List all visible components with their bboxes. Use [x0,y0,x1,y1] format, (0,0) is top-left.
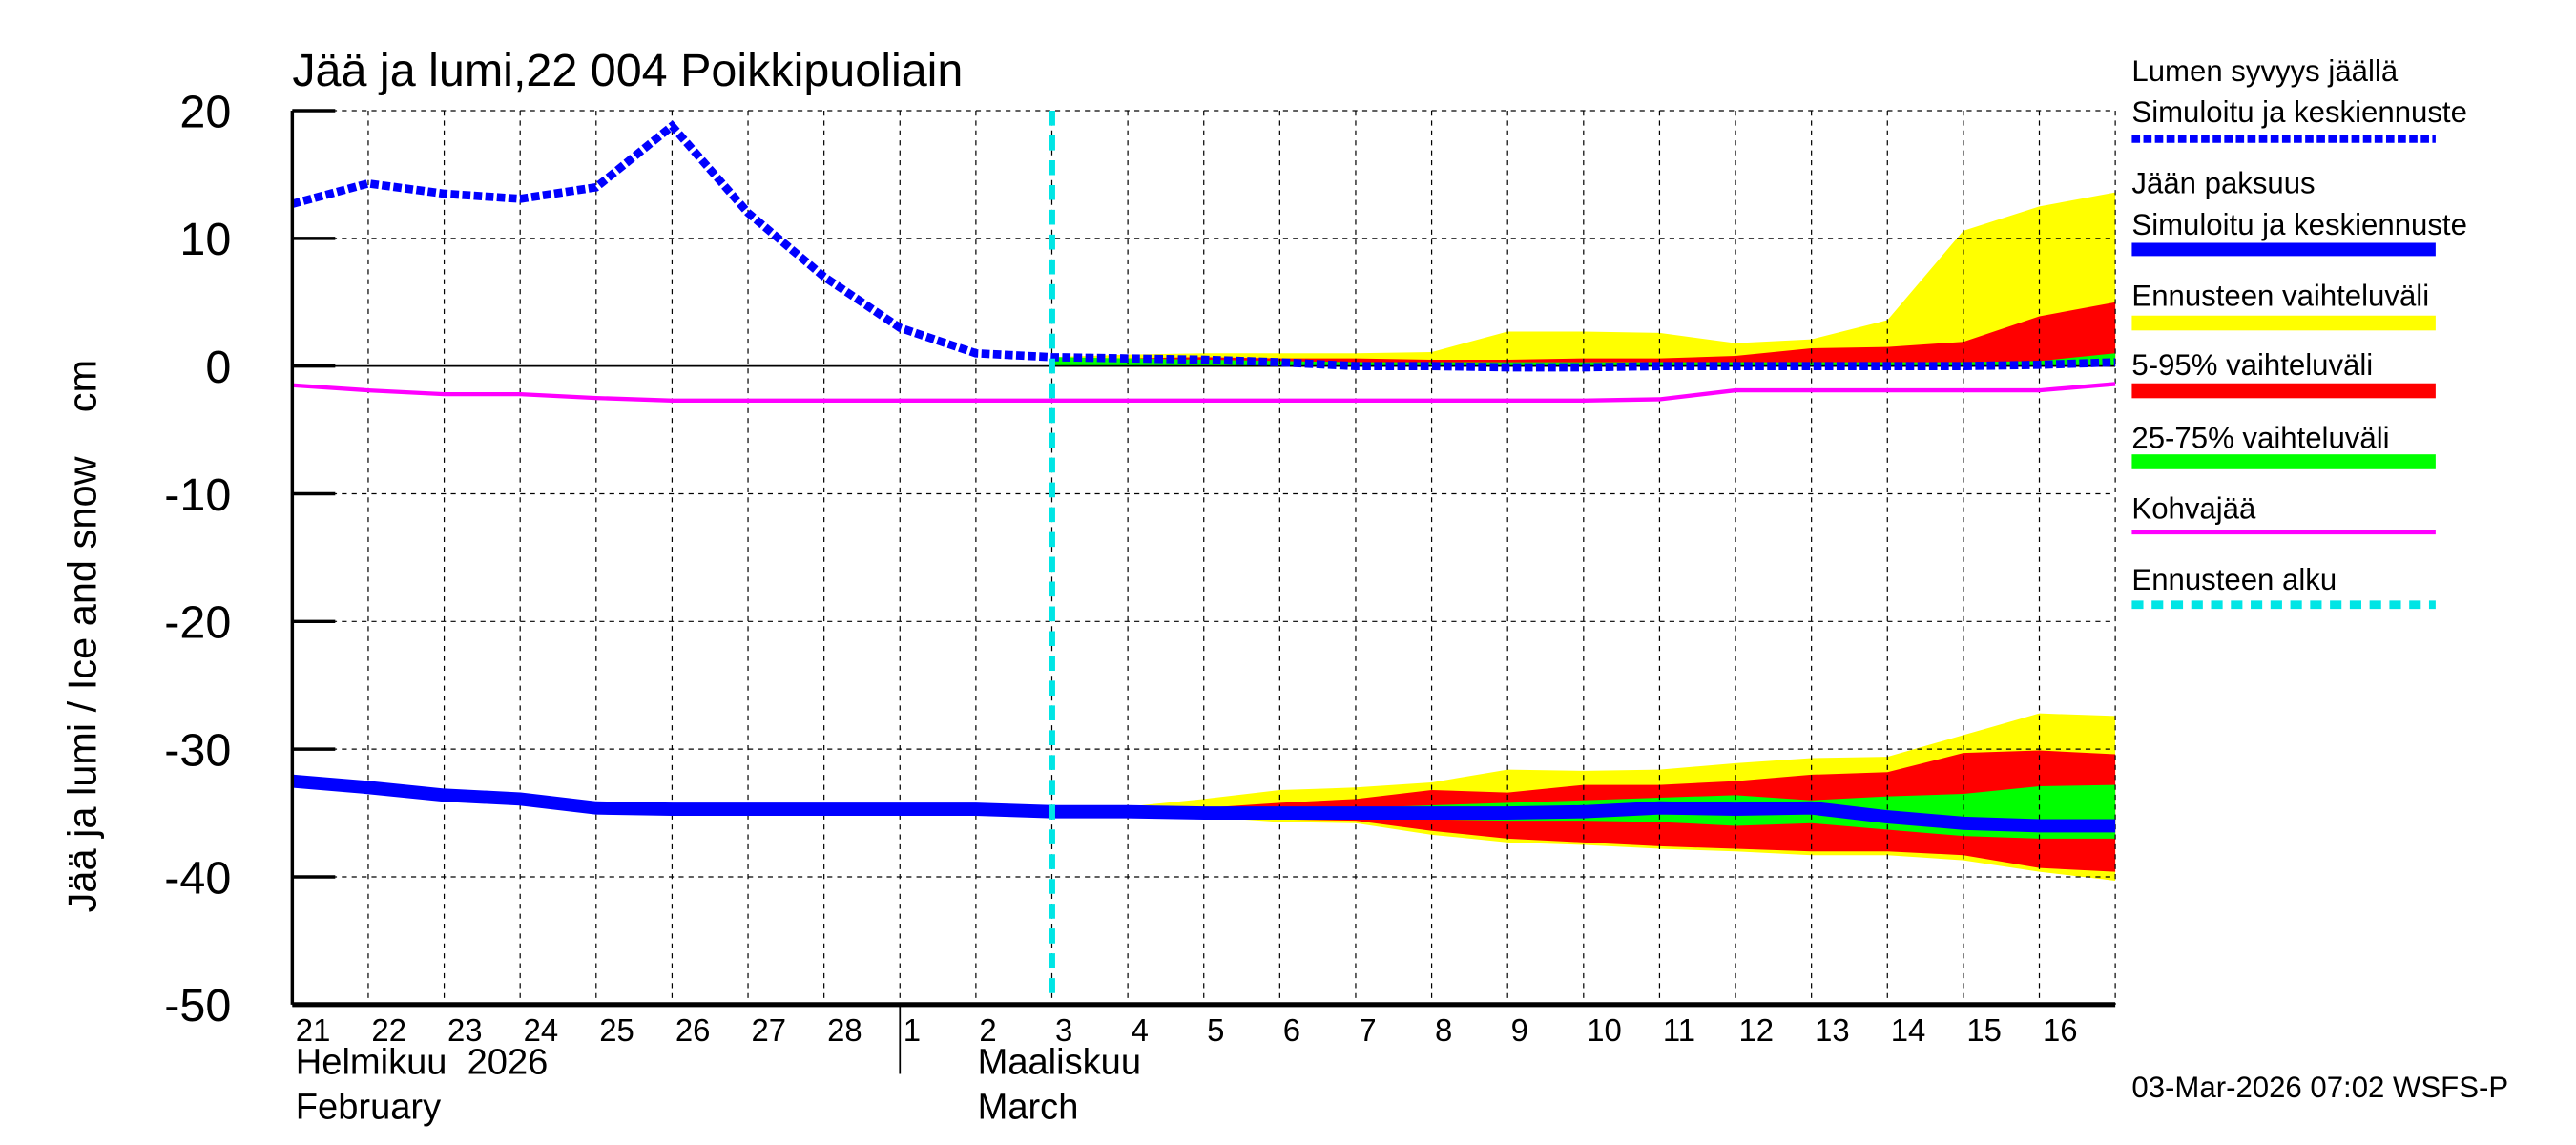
x-tick-label: 28 [827,1012,862,1048]
x-tick-label: 22 [371,1012,406,1048]
x-tick-label: 12 [1738,1012,1774,1048]
x-tick-label: 13 [1815,1012,1850,1048]
x-tick-label: 8 [1435,1012,1452,1048]
month-label-mar-fi: Maaliskuu [978,1043,1141,1083]
x-tick-label: 23 [447,1012,483,1048]
legend-ice-series: Simuloitu ja keskiennuste [2131,208,2466,241]
series-lines [291,111,2116,1005]
legend-snow-title: Lumen syvyys jäällä [2131,54,2398,88]
y-tick-label: -30 [164,724,231,776]
y-tick-label: 10 [179,214,231,265]
x-tick-label: 14 [1891,1012,1926,1048]
legend-range: Ennusteen vaihteluväli [2131,279,2429,312]
x-tick-label: 24 [524,1012,559,1048]
footer-timestamp: 03-Mar-2026 07:02 WSFS-P [2131,1071,2508,1104]
legend-ice-title: Jään paksuus [2131,167,2315,200]
x-tick-label: 6 [1283,1012,1300,1048]
y-tick-label: -40 [164,852,231,904]
x-tick-label: 16 [2043,1012,2078,1048]
y-tick-label: 0 [205,342,231,393]
legend-range-swatch [2131,315,2436,331]
y-tick-label: -50 [164,980,231,1031]
x-tick-label: 10 [1587,1012,1622,1048]
legend-slush: Kohvajää [2131,492,2256,526]
x-tick-label: 5 [1207,1012,1224,1048]
ice-thickness-line [291,774,2116,833]
x-tick-label: 21 [296,1012,331,1048]
month-label-mar-en: March [978,1087,1079,1127]
legend-p25-75-swatch [2131,454,2436,469]
y-tick-label: 20 [179,86,231,137]
legend-p5-95: 5-95% vaihteluväli [2131,348,2373,382]
slush-ice-line [292,382,2116,403]
x-tick-label: 11 [1663,1012,1695,1048]
x-tick-label: 26 [675,1012,711,1048]
y-axis-label: Jää ja lumi / Ice and snow cm [59,360,104,913]
month-label-feb-fi: Helmikuu 2026 [296,1043,549,1083]
snow-depth-line [291,120,2116,372]
legend-snow-series: Simuloitu ja keskiennuste [2131,95,2466,129]
snow-p5-95-band [1051,302,2116,366]
x-tick-label: 7 [1359,1012,1376,1048]
x-tick-label: 25 [599,1012,634,1048]
chart-title: Jää ja lumi,22 004 Poikkipuoliain [292,45,963,96]
x-tick-label: 9 [1511,1012,1528,1048]
x-tick-label: 1 [904,1012,921,1048]
x-tick-label: 15 [1966,1012,2002,1048]
legend-p5-95-swatch [2131,383,2436,399]
y-tick-label: -20 [164,597,231,649]
y-tick-label: -10 [164,469,231,521]
x-tick-label: 4 [1132,1012,1149,1048]
legend: Lumen syvyys jäällä Simuloitu ja keskien… [2131,54,2467,610]
grid [292,110,2116,1005]
x-tick-label: 2 [979,1012,996,1048]
legend-forecast-start: Ennusteen alku [2131,563,2337,596]
month-label-feb-en: February [296,1087,441,1127]
x-tick-label: 27 [752,1012,787,1048]
legend-p25-75: 25-75% vaihteluväli [2131,421,2389,454]
x-tick-label: 3 [1055,1012,1072,1048]
